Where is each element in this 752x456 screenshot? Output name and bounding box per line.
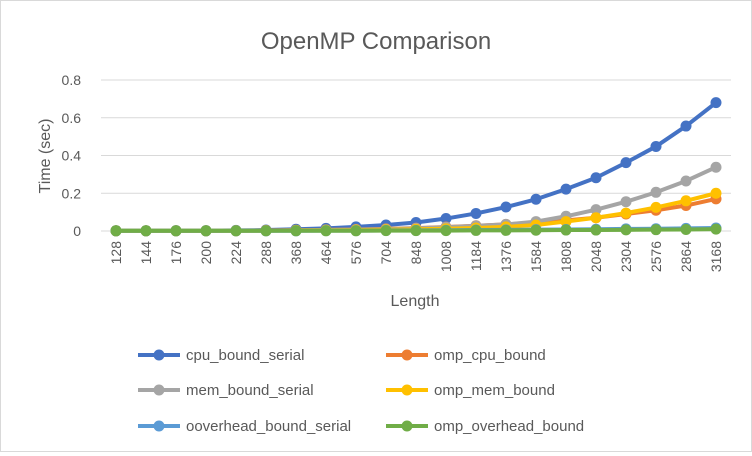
data-point	[380, 225, 392, 237]
data-point	[650, 224, 662, 236]
data-point	[590, 224, 602, 236]
x-tick-label: 288	[258, 241, 274, 265]
x-tick-label: 464	[318, 241, 334, 265]
x-tick-label: 200	[198, 241, 214, 265]
legend-marker	[153, 384, 165, 396]
y-tick-label: 0	[73, 223, 81, 239]
legend-label: omp_cpu_bound	[434, 347, 546, 364]
data-point	[710, 187, 722, 199]
x-tick-label: 2048	[588, 241, 604, 272]
legend-marker	[401, 384, 413, 396]
data-point	[500, 201, 512, 213]
legend-item: omp_cpu_bound	[386, 347, 546, 364]
legend-label: ooverhead_bound_serial	[186, 418, 351, 435]
data-point	[590, 204, 602, 216]
data-point	[650, 186, 662, 198]
data-point	[560, 216, 572, 228]
x-tick-label: 176	[168, 241, 184, 265]
data-point	[680, 120, 692, 132]
data-point	[620, 157, 632, 169]
legend-marker	[401, 420, 413, 432]
data-point	[230, 225, 242, 237]
data-point	[620, 196, 632, 208]
legend: cpu_bound_serial omp_cpu_bound mem_bound_s…	[138, 347, 584, 435]
series-lines	[110, 97, 722, 237]
data-point	[560, 183, 572, 195]
data-point	[140, 225, 152, 237]
data-point	[290, 225, 302, 237]
legend-item: omp_mem_bound	[386, 382, 555, 399]
data-point	[470, 224, 482, 236]
data-point	[200, 225, 212, 237]
data-point	[110, 225, 122, 237]
data-point	[620, 224, 632, 236]
legend-marker	[153, 349, 165, 361]
data-point	[470, 207, 482, 219]
y-tick-label: 0.8	[62, 72, 82, 88]
x-tick-label: 144	[138, 241, 154, 265]
x-tick-label: 1808	[558, 241, 574, 272]
x-tick-label: 1184	[468, 241, 484, 271]
legend-label: omp_mem_bound	[434, 382, 555, 399]
legend-marker	[153, 420, 165, 432]
x-axis-title: Length	[391, 293, 440, 310]
x-tick-label: 1008	[438, 241, 454, 272]
data-point	[500, 224, 512, 236]
x-tick-label: 2864	[678, 241, 694, 272]
x-tick-label: 224	[228, 241, 244, 265]
legend-item: omp_overhead_bound	[386, 418, 584, 435]
data-point	[590, 212, 602, 224]
x-tick-label: 1584	[528, 241, 544, 272]
data-point	[650, 201, 662, 213]
legend-item: ooverhead_bound_serial	[138, 418, 351, 435]
data-point	[440, 213, 452, 225]
data-point	[530, 193, 542, 205]
data-point	[530, 224, 542, 236]
data-point	[260, 225, 272, 237]
series-omp_overhead_bound	[110, 223, 722, 237]
x-tick-label: 2576	[648, 241, 664, 272]
x-tick-label: 848	[408, 241, 424, 265]
x-tick-label: 1376	[498, 241, 514, 272]
legend-label: omp_overhead_bound	[434, 418, 584, 435]
data-point	[440, 225, 452, 237]
data-point	[680, 175, 692, 187]
x-tick-label: 576	[348, 241, 364, 265]
data-point	[680, 195, 692, 207]
data-point	[320, 225, 332, 237]
x-tick-label: 2304	[618, 241, 634, 272]
chart-title: OpenMP Comparison	[261, 28, 491, 55]
data-point	[590, 172, 602, 184]
x-tick-label: 704	[378, 241, 394, 265]
data-point	[170, 225, 182, 237]
data-point	[350, 225, 362, 237]
data-point	[710, 161, 722, 173]
x-tick-label: 368	[288, 241, 304, 265]
y-axis-title: Time (sec)	[37, 119, 54, 194]
x-axis-ticks: 128 144 176 200 224 288 368 464 576 704 848 1008 118…	[108, 241, 724, 272]
data-point	[410, 225, 422, 237]
data-point	[560, 224, 572, 236]
legend-marker	[401, 349, 413, 361]
legend-label: mem_bound_serial	[186, 382, 314, 399]
legend-label: cpu_bound_serial	[186, 347, 304, 364]
data-point	[650, 140, 662, 152]
y-tick-label: 0.4	[62, 148, 82, 164]
y-tick-label: 0.6	[62, 110, 82, 126]
y-tick-label: 0.2	[62, 185, 82, 201]
data-point	[710, 223, 722, 235]
x-tick-label: 128	[108, 241, 124, 265]
y-axis-ticks: 0 0.2 0.4 0.6 0.8	[62, 72, 82, 239]
data-point	[620, 207, 632, 219]
legend-item: mem_bound_serial	[138, 382, 314, 399]
data-point	[710, 97, 722, 109]
legend-item: cpu_bound_serial	[138, 347, 304, 364]
data-point	[680, 223, 692, 235]
x-tick-label: 3168	[708, 241, 724, 272]
